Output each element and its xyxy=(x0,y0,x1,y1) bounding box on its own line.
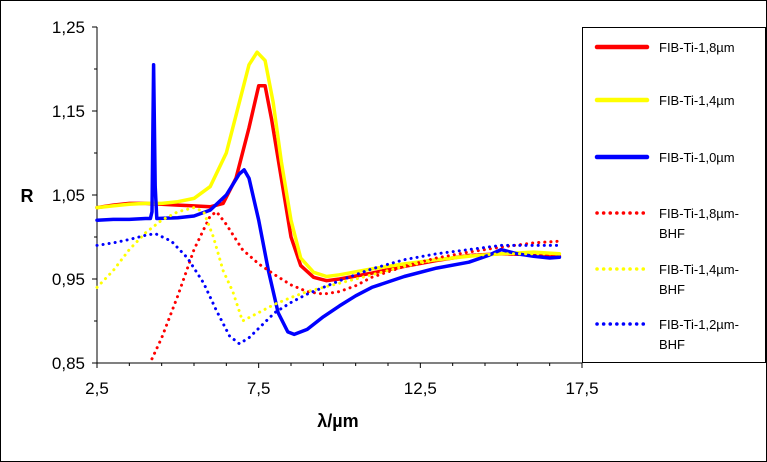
x-axis-title: λ/µm xyxy=(317,411,358,431)
legend-label-1: FIB-Ti-1,8µm xyxy=(659,40,735,55)
series-line-6 xyxy=(95,232,561,346)
x-tick-label: 2,5 xyxy=(85,379,109,398)
legend-label-5-cont: BHF xyxy=(659,282,685,297)
legend-label-4-cont: BHF xyxy=(659,226,685,241)
legend-label-5: FIB-Ti-1,4µm- xyxy=(659,262,739,277)
y-axis-ticks: 0,85 0,95 1,05 1,15 1,25 xyxy=(52,18,97,373)
series-line-4 xyxy=(150,210,561,361)
y-tick-label: 0,95 xyxy=(52,270,85,289)
y-tick-label: 0,85 xyxy=(52,354,85,373)
series-line-5 xyxy=(95,206,561,323)
legend-label-6-cont: BHF xyxy=(659,337,685,352)
y-tick-label: 1,25 xyxy=(52,18,85,37)
series-line-3 xyxy=(95,63,562,337)
legend-label-3: FIB-Ti-1,0µm xyxy=(659,150,735,165)
x-axis-ticks: 2,5 7,5 12,5 17,5 xyxy=(85,363,599,398)
legend-box xyxy=(582,27,766,363)
y-tick-label: 1,15 xyxy=(52,102,85,121)
series-layer xyxy=(95,50,562,361)
y-axis-title: R xyxy=(21,186,34,206)
legend: FIB-Ti-1,8µm FIB-Ti-1,4µm FIB-Ti-1,0µm FIB-… xyxy=(594,40,739,352)
legend-label-6: FIB-Ti-1,2µm- xyxy=(659,317,739,332)
x-tick-label: 12,5 xyxy=(404,379,437,398)
legend-label-2: FIB-Ti-1,4µm xyxy=(659,93,735,108)
x-tick-label: 17,5 xyxy=(565,379,598,398)
y-tick-label: 1,05 xyxy=(52,186,85,205)
legend-label-4: FIB-Ti-1,8µm- xyxy=(659,206,739,221)
x-tick-label: 7,5 xyxy=(247,379,271,398)
